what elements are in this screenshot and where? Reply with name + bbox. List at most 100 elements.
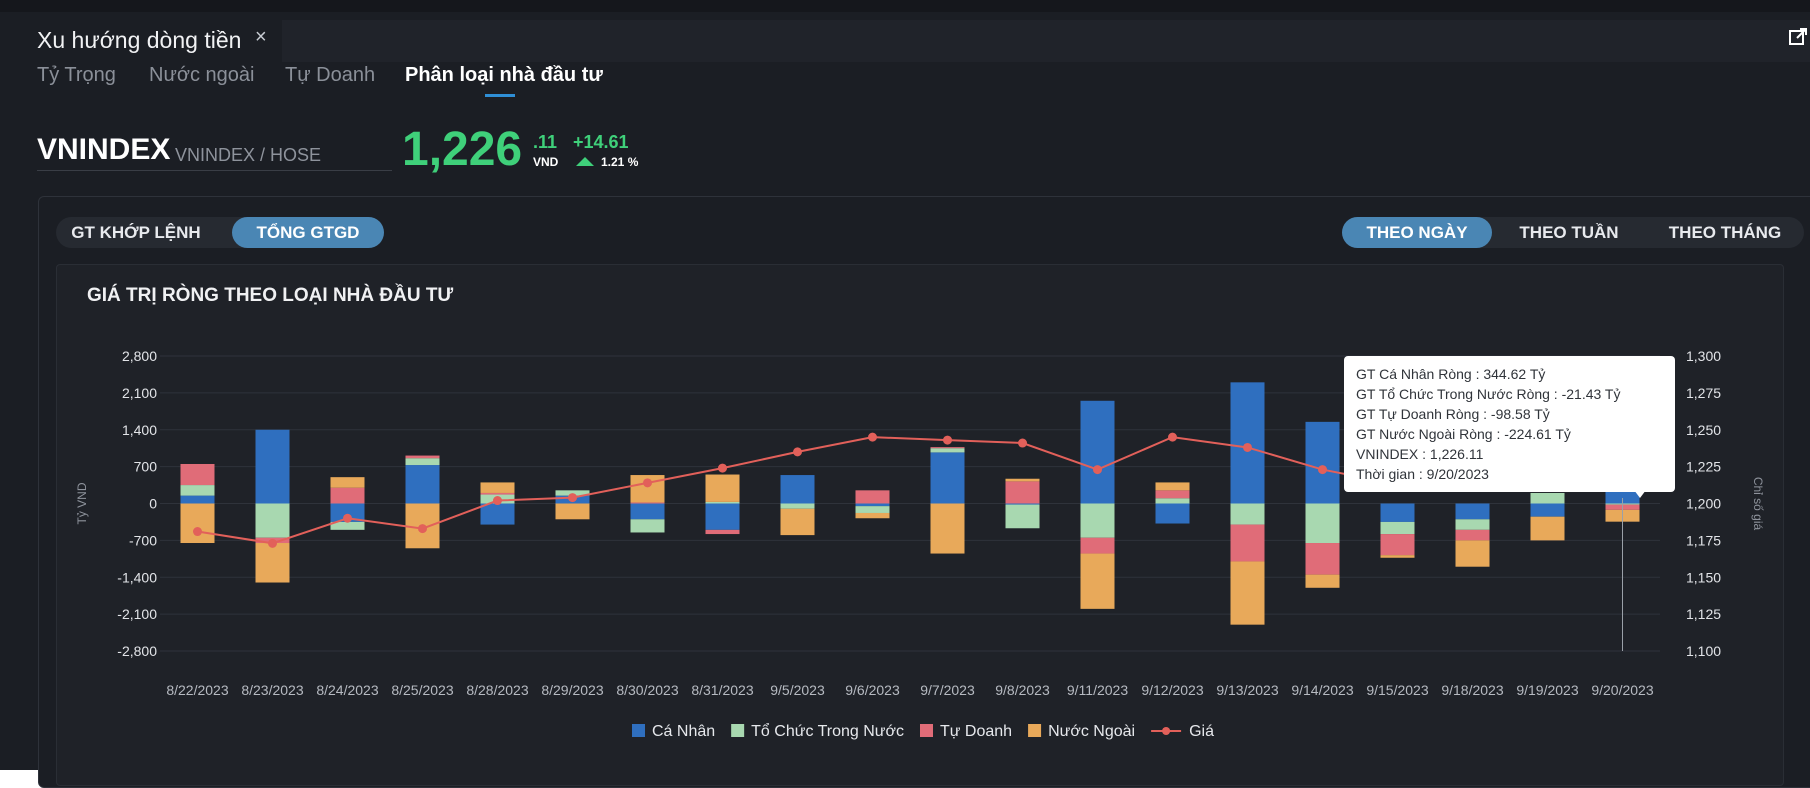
bar-segment bbox=[1155, 490, 1190, 499]
tab-nuoc-ngoai[interactable]: Nước ngoài bbox=[149, 64, 255, 86]
price-point bbox=[793, 447, 802, 457]
bar-segment bbox=[1305, 421, 1340, 504]
index-symbol: VNINDEX bbox=[37, 133, 171, 166]
bar-segment bbox=[1230, 382, 1265, 504]
y-tick-label: -1,400 bbox=[117, 569, 157, 585]
price-point bbox=[568, 493, 577, 503]
x-tick-label: 9/20/2023 bbox=[1591, 682, 1653, 698]
price-point bbox=[1318, 465, 1327, 475]
bar-segment bbox=[780, 508, 815, 536]
y2-tick-label: 1,100 bbox=[1686, 643, 1721, 659]
bar-segment bbox=[480, 492, 515, 495]
price-point bbox=[1243, 442, 1252, 452]
panel-tab[interactable] bbox=[16, 20, 282, 62]
arrow-up-icon bbox=[576, 157, 594, 166]
bar-segment bbox=[180, 485, 215, 496]
bar-segment bbox=[555, 503, 590, 520]
price-point bbox=[868, 432, 877, 442]
bar-segment bbox=[330, 487, 365, 504]
bar-segment bbox=[1080, 400, 1115, 504]
price-point bbox=[718, 463, 727, 473]
bar-segment bbox=[480, 503, 515, 525]
index-price: 1,226 bbox=[402, 123, 523, 176]
bar-segment bbox=[1080, 553, 1115, 609]
bar-segment bbox=[930, 503, 965, 554]
legend-line-marker bbox=[1162, 727, 1171, 735]
toggle-theo-tuan[interactable]: THEO TUẦN bbox=[1519, 223, 1619, 242]
toggle-gt-khop-lenh[interactable]: GT KHỚP LỆNH bbox=[71, 223, 201, 242]
bar-segment bbox=[1380, 555, 1415, 558]
tab-phan-loai-nha-dau-tu[interactable]: Phân loại nhà đầu tư bbox=[405, 64, 603, 86]
bar-segment bbox=[555, 490, 590, 496]
value-type-toggle: GT KHỚP LỆNH TỔNG GTGD bbox=[56, 217, 384, 248]
period-toggle: THEO NGÀY THEO TUẦN THEO THÁNG bbox=[1342, 217, 1804, 248]
bar-segment bbox=[1455, 519, 1490, 530]
net-value-chart[interactable]: 2,800 2,100 1,400 700 0 -700 -1,400 -2,100 -2,80… bbox=[0, 0, 1810, 770]
bar-segment bbox=[705, 474, 740, 502]
index-price-decimal: .11 bbox=[533, 132, 558, 152]
bar-segment bbox=[855, 512, 890, 519]
bar-segment bbox=[1005, 504, 1040, 529]
price-point bbox=[943, 435, 952, 445]
toggle-tong-gtgd[interactable]: TỔNG GTGD bbox=[232, 217, 384, 248]
bar-segment bbox=[1080, 503, 1115, 538]
tooltip-line: GT Cá Nhân Ròng : 344.62 Tỷ bbox=[1356, 366, 1546, 382]
legend-label: Tự Doanh bbox=[940, 723, 1012, 740]
tab-tu-doanh[interactable]: Tự Doanh bbox=[285, 64, 376, 86]
y-tick-label: 1,400 bbox=[122, 422, 157, 438]
y2-tick-label: 1,225 bbox=[1686, 459, 1721, 475]
legend-swatch bbox=[731, 724, 745, 737]
toggle-theo-thang[interactable]: THEO THÁNG bbox=[1668, 223, 1782, 242]
x-tick-label: 8/23/2023 bbox=[241, 682, 303, 698]
bar-segment bbox=[405, 465, 440, 504]
chart-title: GIÁ TRỊ RÒNG THEO LOẠI NHÀ ĐẦU TƯ bbox=[87, 285, 454, 306]
index-divider bbox=[37, 170, 392, 171]
price-point bbox=[418, 524, 427, 534]
bar-segment bbox=[1230, 503, 1265, 525]
bar-segment bbox=[1305, 543, 1340, 575]
bar-segment bbox=[1155, 498, 1190, 504]
bar-segment bbox=[1380, 503, 1415, 522]
bar-segment bbox=[1380, 534, 1415, 556]
chart-tooltip: GT Cá Nhân Ròng : 344.62 Tỷ GT Tổ Chức T… bbox=[1344, 356, 1675, 492]
bar-segment bbox=[330, 503, 365, 522]
bar-segment bbox=[1230, 561, 1265, 625]
bar-segment bbox=[630, 503, 665, 520]
bar-segment bbox=[780, 503, 815, 509]
bar-segment bbox=[930, 452, 965, 504]
x-tick-label: 9/19/2023 bbox=[1516, 682, 1578, 698]
y-tick-label: -2,800 bbox=[117, 643, 157, 659]
bar-segment bbox=[255, 429, 290, 504]
toggle-theo-ngay[interactable]: THEO NGÀY bbox=[1342, 217, 1492, 248]
bar-segment bbox=[1005, 481, 1040, 504]
price-point bbox=[1018, 438, 1027, 448]
x-tick-label: 8/28/2023 bbox=[466, 682, 528, 698]
y-tick-label: -2,100 bbox=[117, 606, 157, 622]
y-tick-label: 2,800 bbox=[122, 348, 157, 364]
tab-ty-trong[interactable]: Tỷ Trọng bbox=[37, 64, 116, 86]
bar-segment bbox=[1380, 521, 1415, 535]
bar-segment bbox=[1005, 478, 1040, 482]
bar-segment bbox=[855, 490, 890, 504]
index-change-percent: 1.21 % bbox=[601, 155, 639, 169]
y2-tick-label: 1,125 bbox=[1686, 606, 1721, 622]
popout-icon[interactable] bbox=[1788, 27, 1808, 47]
close-icon[interactable]: × bbox=[255, 26, 267, 48]
x-tick-label: 9/7/2023 bbox=[920, 682, 975, 698]
y2-tick-label: 1,275 bbox=[1686, 385, 1721, 401]
bar-segment bbox=[855, 506, 890, 513]
bar-segment bbox=[630, 519, 665, 533]
bar-segment bbox=[1455, 503, 1490, 520]
price-point bbox=[1168, 432, 1177, 442]
bar-segment bbox=[1530, 492, 1565, 504]
legend-label: Tổ Chức Trong Nước bbox=[751, 722, 904, 740]
x-tick-label: 9/6/2023 bbox=[845, 682, 900, 698]
x-tick-label: 9/15/2023 bbox=[1366, 682, 1428, 698]
y2-axis-title: Chỉ số giá bbox=[1751, 477, 1765, 531]
y-tick-label: -700 bbox=[129, 532, 157, 548]
x-tick-label: 9/11/2023 bbox=[1067, 682, 1128, 698]
x-tick-label: 9/8/2023 bbox=[995, 682, 1050, 698]
bar-segment bbox=[1305, 503, 1340, 544]
top-strip bbox=[0, 0, 1810, 12]
